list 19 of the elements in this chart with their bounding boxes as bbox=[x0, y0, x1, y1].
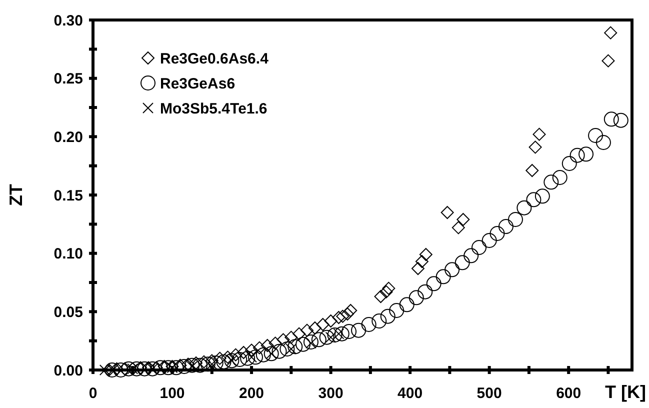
y-tick-label: 0.10 bbox=[54, 246, 83, 263]
x-tick-label: 500 bbox=[476, 385, 502, 402]
y-tick-label: 0.15 bbox=[54, 187, 83, 204]
y-tick-label: 0.05 bbox=[54, 304, 83, 321]
legend-label: Re3GeAs6 bbox=[160, 75, 236, 92]
x-tick-label: 200 bbox=[239, 385, 264, 402]
x-tick-label: 400 bbox=[398, 385, 423, 402]
x-tick-label: 600 bbox=[556, 385, 582, 402]
x-tick-label: 0 bbox=[88, 385, 98, 402]
y-tick-label: 0.00 bbox=[54, 362, 83, 380]
x-axis-title: T [K] bbox=[605, 382, 646, 402]
legend-label: Re3Ge0.6As6.4 bbox=[160, 50, 270, 68]
y-tick-label: 0.25 bbox=[54, 70, 83, 88]
x-tick-label: 100 bbox=[160, 385, 185, 402]
y-tick-label: 0.30 bbox=[54, 12, 83, 30]
x-tick-label: 300 bbox=[318, 385, 344, 402]
y-axis-title: ZT bbox=[6, 184, 26, 206]
y-tick-label: 0.20 bbox=[54, 128, 83, 146]
legend-label: Mo3Sb5.4Te1.6 bbox=[160, 100, 268, 118]
